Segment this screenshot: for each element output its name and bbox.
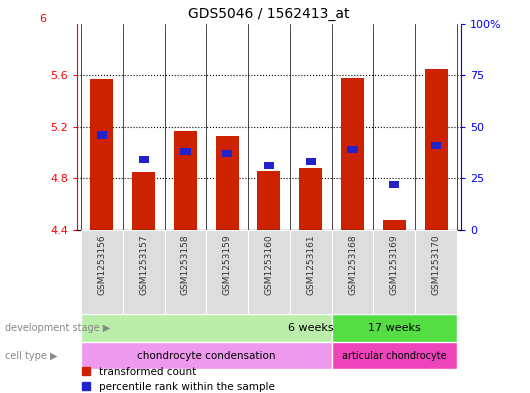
Bar <box>306 158 316 165</box>
Bar <box>222 150 232 157</box>
Bar <box>425 69 447 230</box>
Bar <box>332 342 457 369</box>
Legend: transformed count, percentile rank within the sample: transformed count, percentile rank withi… <box>82 367 275 392</box>
Text: GSM1253170: GSM1253170 <box>431 234 440 295</box>
Title: GDS5046 / 1562413_at: GDS5046 / 1562413_at <box>188 7 350 21</box>
Bar <box>91 79 113 230</box>
Text: chondrocyte condensation: chondrocyte condensation <box>137 351 276 361</box>
Bar <box>132 172 155 230</box>
Bar <box>374 230 415 314</box>
Text: GSM1253169: GSM1253169 <box>390 234 399 295</box>
Bar <box>81 342 332 369</box>
Bar <box>97 131 107 139</box>
Bar <box>415 230 457 314</box>
Bar <box>290 230 332 314</box>
Bar <box>431 142 441 149</box>
Bar <box>81 314 332 342</box>
Text: articular chondrocyte: articular chondrocyte <box>342 351 447 361</box>
Bar <box>180 148 191 155</box>
Bar <box>383 220 406 230</box>
Bar <box>164 230 206 314</box>
Bar <box>258 171 280 230</box>
Bar <box>138 156 149 163</box>
Text: GSM1253160: GSM1253160 <box>264 234 273 295</box>
Bar <box>299 168 322 230</box>
Bar <box>248 230 290 314</box>
Text: 17 weeks: 17 weeks <box>368 323 421 333</box>
Text: GSM1253161: GSM1253161 <box>306 234 315 295</box>
Text: cell type ▶: cell type ▶ <box>5 351 58 361</box>
Text: 6: 6 <box>39 14 46 24</box>
Bar <box>332 314 457 342</box>
Bar <box>341 78 364 230</box>
Bar <box>81 230 123 314</box>
Text: GSM1253157: GSM1253157 <box>139 234 148 295</box>
Text: development stage ▶: development stage ▶ <box>5 323 111 333</box>
Text: GSM1253156: GSM1253156 <box>98 234 107 295</box>
Bar <box>174 130 197 230</box>
Bar <box>123 230 164 314</box>
Text: GSM1253159: GSM1253159 <box>223 234 232 295</box>
Bar <box>264 162 274 169</box>
Bar <box>216 136 238 230</box>
Bar <box>347 146 358 153</box>
Text: GSM1253158: GSM1253158 <box>181 234 190 295</box>
Bar <box>206 230 248 314</box>
Text: GSM1253168: GSM1253168 <box>348 234 357 295</box>
Bar <box>332 230 374 314</box>
Bar <box>389 181 400 188</box>
Text: 6 weeks: 6 weeks <box>288 323 333 333</box>
